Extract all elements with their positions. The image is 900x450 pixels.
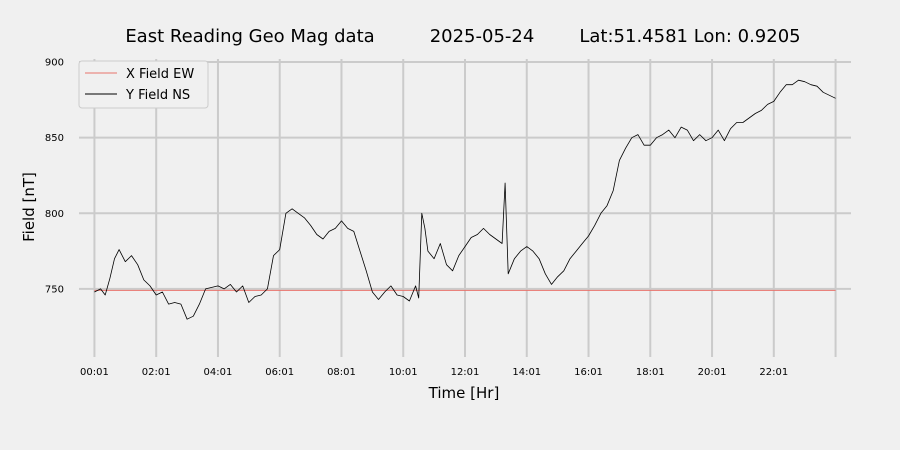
x-tick-label: 20:01: [698, 367, 727, 378]
y-axis-label: Field [nT]: [20, 172, 38, 242]
y-tick-label: 800: [45, 209, 64, 220]
x-tick-label: 04:01: [204, 367, 233, 378]
legend-label-x-field: X Field EW: [126, 67, 194, 82]
x-tick-label: 08:01: [327, 367, 356, 378]
chart-title-station: East Reading Geo Mag data: [125, 26, 374, 47]
x-tick-label: 18:01: [636, 367, 665, 378]
y-tick-label: 750: [45, 284, 64, 295]
legend: X Field EW Y Field NS: [78, 60, 209, 109]
x-tick-label: 00:01: [80, 367, 109, 378]
x-tick-label: 16:01: [574, 367, 603, 378]
x-tick-label: 06:01: [265, 367, 294, 378]
y-axis-ticks: 750 800 850 900: [45, 58, 64, 296]
x-axis-ticks: 00:01 02:01 04:01 06:01 08:01 10:01 12:01 14:01…: [80, 367, 788, 378]
y-tick-label: 900: [45, 58, 64, 69]
chart-title-location: Lat:51.4581 Lon: 0.9205: [579, 26, 800, 47]
chart-title-date: 2025-05-24: [430, 26, 535, 47]
series-line-y-field-ns: [94, 79, 836, 320]
series-layer: [94, 79, 836, 320]
x-tick-label: 22:01: [759, 367, 788, 378]
grid-lines: [79, 59, 851, 357]
x-tick-label: 12:01: [451, 367, 480, 378]
x-tick-label: 10:01: [389, 367, 418, 378]
x-tick-label: 14:01: [512, 367, 541, 378]
y-tick-label: 850: [45, 133, 64, 144]
legend-label-y-field: Y Field NS: [125, 88, 190, 103]
x-axis-label: Time [Hr]: [428, 384, 500, 402]
x-tick-label: 02:01: [142, 367, 171, 378]
